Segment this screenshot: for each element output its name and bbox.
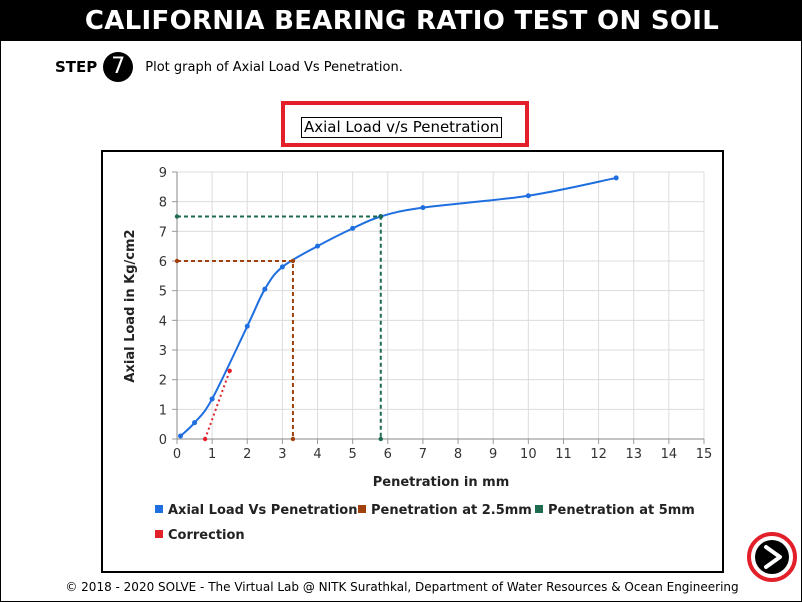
x-tick-label: 11 — [555, 447, 572, 462]
series-axial-load-vs-penetration-point — [315, 243, 321, 249]
y-tick-label: 6 — [159, 255, 167, 270]
series-penetration-at-5mm-point — [174, 214, 180, 219]
x-tick-label: 7 — [419, 447, 427, 462]
x-tick-label: 15 — [696, 447, 713, 462]
x-tick-label: 8 — [454, 447, 462, 462]
legend-swatch — [155, 530, 163, 538]
y-tick-label: 3 — [159, 344, 167, 359]
series-penetration-at-5mm-point — [378, 214, 383, 219]
y-tick-label: 0 — [159, 433, 167, 448]
x-tick-label: 3 — [278, 447, 286, 462]
chart-series — [174, 175, 619, 442]
x-tick-label: 0 — [173, 447, 181, 462]
x-axis-label: Penetration in mm — [373, 475, 510, 490]
x-tick-label: 13 — [625, 447, 642, 462]
y-tick-label: 7 — [159, 225, 167, 240]
series-axial-load-vs-penetration-point — [209, 396, 215, 402]
series-correction-line — [204, 370, 231, 440]
footer-copyright: © 2018 - 2020 SOLVE - The Virtual Lab @ … — [65, 580, 739, 594]
step-instruction: Plot graph of Axial Load Vs Penetration. — [145, 59, 403, 75]
legend-label: Correction — [168, 528, 245, 543]
series-axial-load-vs-penetration-point — [613, 175, 619, 181]
y-tick-label: 9 — [159, 166, 167, 181]
series-axial-load-vs-penetration-point — [525, 193, 531, 199]
series-axial-load-vs-penetration-point — [244, 323, 250, 329]
y-tick-label: 8 — [159, 196, 167, 211]
step-row: STEP 7 Plot graph of Axial Load Vs Penet… — [55, 52, 403, 82]
series-axial-load-vs-penetration-point — [420, 205, 426, 211]
series-penetration-at-2-5mm-point — [290, 258, 296, 264]
legend-label: Axial Load Vs Penetration — [168, 503, 357, 518]
series-penetration-at-2-5mm-point — [290, 436, 296, 442]
next-arrow-icon — [755, 540, 789, 574]
y-tick-label: 4 — [159, 314, 167, 329]
legend-swatch — [155, 505, 163, 513]
y-axis-label: Axial Load in Kg/cm2 — [123, 229, 138, 382]
legend-label: Penetration at 5mm — [548, 503, 695, 518]
x-tick-label: 10 — [520, 447, 537, 462]
chart-title-highlight — [281, 101, 529, 147]
x-tick-label: 9 — [489, 447, 497, 462]
legend-label: Penetration at 2.5mm — [371, 503, 532, 518]
step-number-badge: 7 — [103, 52, 134, 82]
legend-swatch — [358, 505, 366, 513]
series-axial-load-vs-penetration-point — [279, 264, 285, 270]
series-axial-load-vs-penetration-point — [262, 286, 268, 292]
series-axial-load-vs-penetration-point — [350, 225, 356, 231]
y-tick-label: 1 — [159, 403, 167, 418]
series-correction-point — [202, 436, 208, 442]
x-tick-label: 5 — [349, 447, 357, 462]
series-correction-point — [227, 368, 232, 373]
series-axial-load-vs-penetration-point — [178, 433, 184, 439]
x-tick-label: 12 — [590, 447, 607, 462]
series-axial-load-vs-penetration-line — [179, 176, 617, 437]
y-tick-label: 2 — [159, 374, 167, 389]
step-label: STEP — [55, 58, 98, 76]
legend-swatch — [535, 505, 543, 513]
series-penetration-at-5mm-point — [378, 436, 383, 442]
y-tick-label: 5 — [159, 285, 167, 300]
x-tick-label: 1 — [208, 447, 216, 462]
chart-container: 0 1 2 3 4 5 6 7 8 9 10 11 12 13 14 15 0 1 2 3 4 5 6 7 8 9 Axial L… — [101, 150, 724, 573]
page-title: CALIFORNIA BEARING RATIO TEST ON SOIL — [1, 1, 802, 41]
x-tick-label: 14 — [661, 447, 678, 462]
chart-title: Axial Load v/s Penetration — [301, 117, 503, 138]
next-button[interactable] — [746, 531, 798, 583]
x-tick-label: 2 — [243, 447, 251, 462]
chart-legend: Axial Load Vs Penetration Penetration at … — [155, 503, 695, 543]
series-penetration-at-2-5mm-point — [174, 258, 180, 264]
series-axial-load-vs-penetration-point — [192, 420, 198, 426]
x-tick-label: 6 — [384, 447, 392, 462]
x-tick-label: 4 — [313, 447, 321, 462]
